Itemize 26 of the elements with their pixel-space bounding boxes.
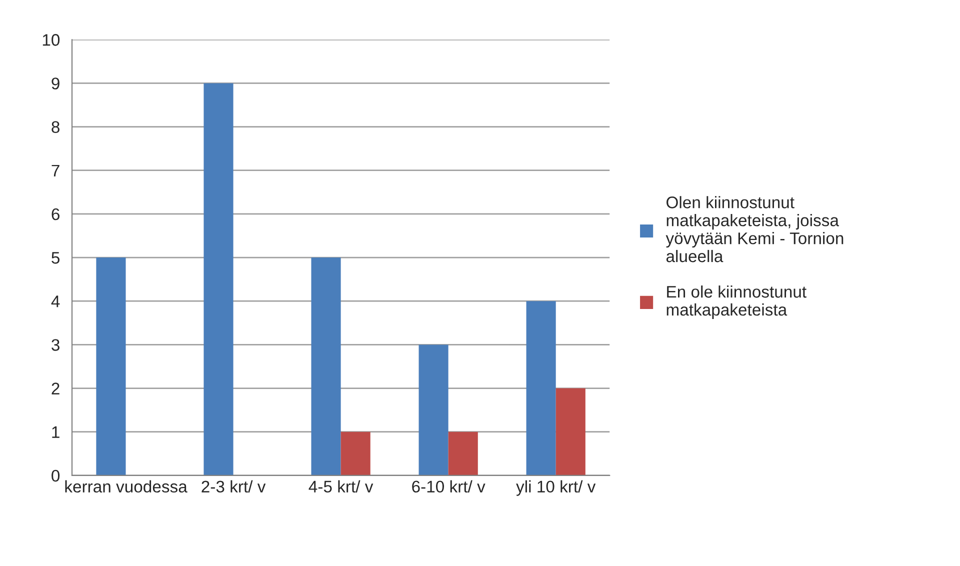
y-tick-label: 3: [52, 339, 60, 351]
y-tick-label: 8: [52, 121, 60, 133]
y-tick-label: 9: [52, 78, 60, 90]
bar: [340, 432, 370, 476]
bar: [204, 83, 234, 476]
bar: [96, 258, 126, 476]
y-tick-label: 4: [51, 296, 60, 308]
x-tick-label: 6-10 krt/ v: [412, 480, 486, 493]
legend-label: En ole kiinnostunut matkapaketeista: [666, 285, 806, 319]
y-tick-label: 1: [52, 426, 60, 438]
y-tick-label: 5: [52, 252, 60, 264]
bar: [448, 432, 478, 476]
bar: [526, 301, 556, 476]
x-tick-label: 4-5 krt/ v: [308, 480, 374, 493]
y-tick-label: 6: [52, 208, 60, 220]
y-tick-label: 10: [42, 34, 60, 46]
y-tick-label: 0: [52, 470, 60, 482]
y-tick-label: 7: [52, 164, 60, 176]
bar: [311, 258, 341, 476]
y-tick-label: 2: [52, 382, 60, 394]
bar: [556, 388, 586, 476]
x-tick-label: 2-3 krt/ v: [202, 480, 266, 493]
x-tick-label: kerran vuodessa: [65, 480, 188, 493]
x-tick-label: yli 10 krt/ v: [516, 480, 596, 496]
bar: [418, 344, 448, 476]
legend-label: Olen kiinnostunut matkapaketeista, joissa yövytään Kemi - Tornion alueella: [666, 196, 844, 262]
